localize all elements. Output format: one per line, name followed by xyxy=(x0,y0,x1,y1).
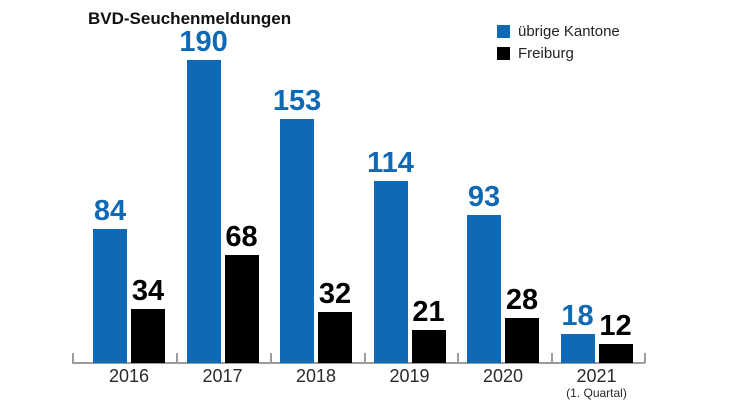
bar-group-2019: 114 21 xyxy=(367,149,446,363)
chart-title: BVD-Seuchenmeldungen xyxy=(88,9,292,28)
x-axis-label-year: 2019 xyxy=(389,366,430,386)
bar-uebrige-kantone xyxy=(467,215,501,363)
value-label: 114 xyxy=(367,147,414,179)
value-label: 12 xyxy=(599,310,632,342)
value-label: 32 xyxy=(318,278,352,310)
bar-uebrige-kantone xyxy=(93,229,127,363)
x-axis-label-year: 2020 xyxy=(482,366,524,386)
x-axis-label: 2018 xyxy=(270,367,362,386)
legend-label-freiburg: Freiburg xyxy=(518,44,574,62)
value-label: 18 xyxy=(561,300,594,332)
x-axis-label-year: 2021 xyxy=(576,366,617,386)
value-label: 28 xyxy=(505,284,539,316)
bar-column: 12 xyxy=(598,310,633,363)
bar-freiburg xyxy=(598,344,633,363)
bar-uebrige-kantone xyxy=(186,60,221,363)
bar-group-2017: 190 68 xyxy=(179,28,259,363)
bar-freiburg xyxy=(505,318,539,363)
bar-freiburg xyxy=(224,255,259,363)
bar-column: 190 xyxy=(179,28,228,363)
bar-column: 28 xyxy=(505,286,539,363)
legend: übrige Kantone Freiburg xyxy=(497,20,620,64)
bar-group-2016: 84 34 xyxy=(93,197,165,363)
legend-item-uebrige-kantone: übrige Kantone xyxy=(497,20,620,42)
value-label: 190 xyxy=(179,26,228,58)
bar-freiburg xyxy=(131,309,165,363)
x-axis-tick xyxy=(270,353,272,363)
legend-swatch-black-icon xyxy=(497,46,510,60)
value-label: 84 xyxy=(93,195,127,227)
x-axis-label: 2017 xyxy=(177,367,269,386)
bar-column: 68 xyxy=(224,221,259,363)
value-label: 93 xyxy=(467,181,501,213)
bar-group-2018: 153 32 xyxy=(273,87,352,363)
x-axis-tick xyxy=(363,353,366,363)
x-axis-tick xyxy=(72,353,74,363)
x-axis-label-year: 2017 xyxy=(202,366,243,386)
value-label: 21 xyxy=(412,296,445,328)
x-axis-label: 2020 xyxy=(457,367,549,386)
x-axis-label-year: 2016 xyxy=(108,366,150,386)
bar-uebrige-kantone xyxy=(280,119,314,363)
bar-column: 32 xyxy=(318,280,352,363)
x-axis-label: 2016 xyxy=(83,367,175,386)
legend-item-freiburg: Freiburg xyxy=(497,42,620,64)
x-axis-tick xyxy=(176,353,178,363)
bar-column: 34 xyxy=(131,277,165,363)
bar-group-2021: 18 12 xyxy=(560,300,633,363)
value-label: 153 xyxy=(272,85,322,117)
bar-column: 21 xyxy=(411,296,446,363)
x-axis-label-year: 2018 xyxy=(295,366,337,386)
value-label: 68 xyxy=(225,221,258,253)
bar-uebrige-kantone xyxy=(560,334,595,363)
bar-group-2020: 93 28 xyxy=(467,183,539,363)
x-axis-label: 2021 (1. Quartal) xyxy=(551,367,643,399)
x-axis-label: 2019 xyxy=(364,367,456,386)
x-axis-tick xyxy=(550,353,553,363)
x-axis-sublabel: (1. Quartal) xyxy=(566,385,627,400)
bar-column: 18 xyxy=(560,300,595,363)
x-axis-tick xyxy=(644,353,646,363)
bar-uebrige-kantone xyxy=(373,181,408,363)
bar-column: 93 xyxy=(467,183,501,363)
bar-freiburg xyxy=(411,330,446,363)
x-axis-line xyxy=(72,362,645,364)
bar-column: 114 xyxy=(367,149,414,363)
bar-freiburg xyxy=(318,312,352,363)
legend-label-uebrige-kantone: übrige Kantone xyxy=(518,22,620,40)
legend-swatch-blue-icon xyxy=(497,24,510,38)
bar-column: 84 xyxy=(93,197,127,363)
value-label: 34 xyxy=(131,275,165,307)
x-axis-tick xyxy=(457,353,459,363)
bar-column: 153 xyxy=(273,87,321,363)
